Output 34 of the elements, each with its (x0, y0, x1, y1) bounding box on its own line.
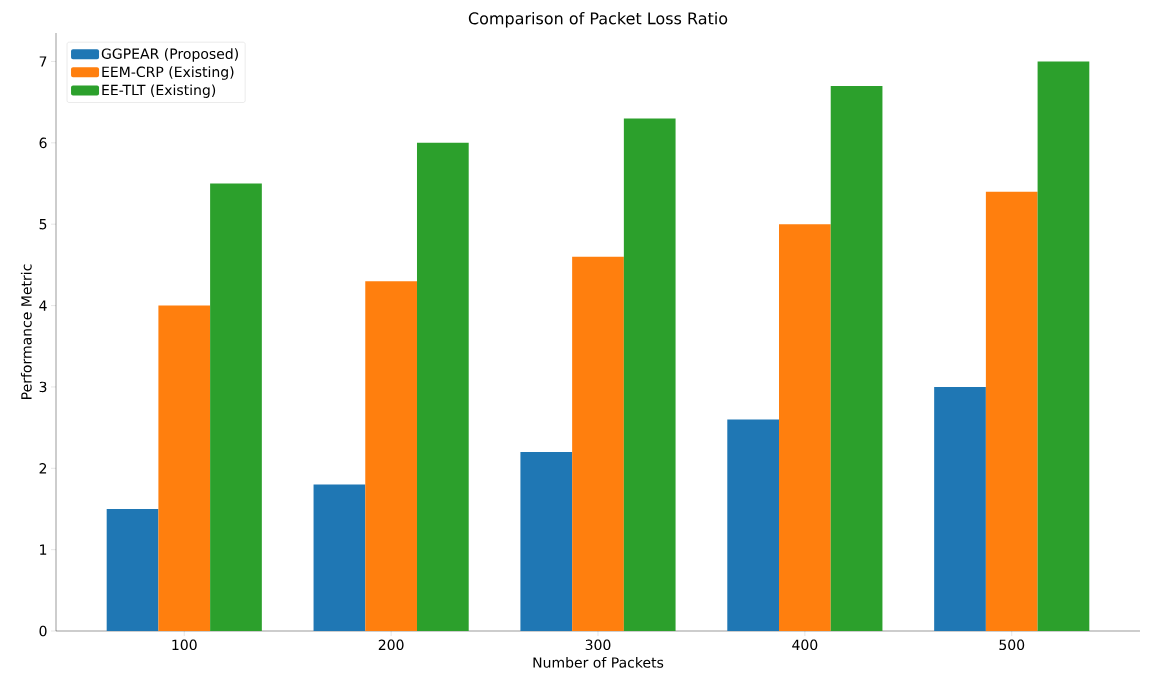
y-tick-label: 6 (39, 137, 47, 149)
y-tick-label: 7 (39, 56, 47, 67)
y-tick-label: 4 (39, 300, 47, 311)
bar (106, 508, 159, 632)
bar (623, 118, 676, 632)
bar (158, 305, 211, 632)
x-tick-label: 300 (585, 639, 611, 651)
legend-label: EEM-CRP (Existing) (102, 66, 234, 80)
bar (210, 183, 262, 632)
y-tick-label: 5 (39, 219, 47, 230)
legend-label: GGPEAR (Proposed) (101, 48, 238, 62)
y-tick-label: 3 (39, 381, 47, 393)
y-axis-title: Performance Metric (20, 264, 32, 399)
bar (934, 386, 986, 632)
bar (985, 191, 1038, 632)
bar (830, 85, 883, 632)
bar (520, 452, 573, 632)
bar (779, 224, 831, 632)
y-tick-label: 2 (39, 463, 47, 474)
bar (365, 281, 417, 632)
x-axis-title: Number of Packets (533, 656, 664, 668)
x-tick-label: 400 (792, 639, 818, 651)
legend-label: EE-TLT (Existing) (102, 84, 216, 98)
x-tick-label: 200 (378, 639, 404, 651)
x-tick-label: 500 (999, 639, 1025, 651)
bar (1037, 61, 1090, 632)
bar (313, 484, 366, 632)
bar (416, 142, 469, 632)
bar (727, 419, 779, 632)
chart-title: Comparison of Packet Loss Ratio (468, 12, 728, 28)
x-tick-label: 100 (172, 639, 197, 651)
y-tick-label: 1 (40, 544, 47, 555)
bar (572, 256, 624, 632)
y-tick-label: 0 (39, 625, 47, 637)
